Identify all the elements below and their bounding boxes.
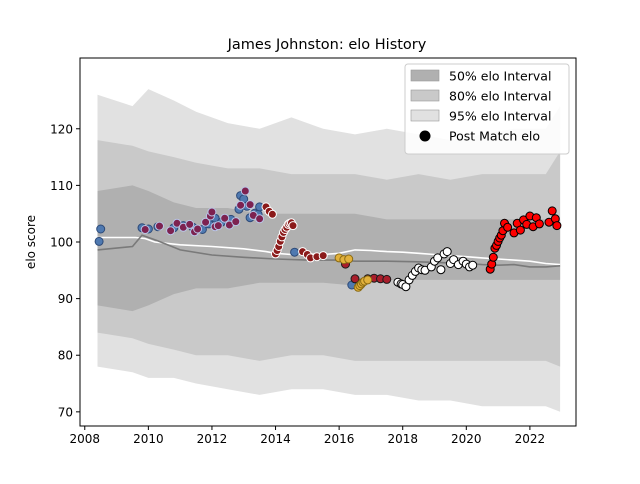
legend-swatch	[410, 89, 440, 102]
data-point	[220, 213, 230, 223]
x-tick-label: 2010	[133, 432, 164, 446]
legend-box	[404, 63, 570, 155]
data-point	[240, 186, 250, 196]
data-point	[231, 217, 241, 227]
y-tick-label: 110	[50, 179, 73, 193]
y-tick-label: 90	[58, 292, 73, 306]
data-point	[488, 252, 498, 262]
data-point	[255, 214, 265, 224]
data-point	[442, 247, 452, 257]
data-point	[96, 224, 106, 234]
x-tick-label: 2014	[260, 432, 291, 446]
y-tick-label: 70	[58, 405, 73, 419]
data-point	[552, 221, 562, 231]
data-point	[534, 219, 544, 229]
chart-title: James Johnston: elo History	[227, 37, 427, 53]
data-point	[185, 219, 195, 229]
data-point	[166, 226, 176, 236]
legend: 50% elo Interval 80% elo Interval 95% elo …	[404, 63, 570, 155]
y-axis-label: elo score	[24, 215, 38, 269]
y-tick-label: 120	[50, 122, 73, 136]
x-tick-label: 2020	[451, 432, 482, 446]
legend-label: Post Match elo	[449, 129, 540, 144]
x-tick-label: 2022	[515, 432, 546, 446]
data-point	[436, 265, 446, 275]
data-point	[213, 221, 223, 231]
data-point	[94, 236, 104, 246]
legend-label: 50% elo Interval	[449, 69, 551, 84]
data-point	[318, 251, 328, 261]
data-point	[503, 222, 513, 232]
data-point	[172, 218, 182, 228]
x-tick-label: 2012	[197, 432, 228, 446]
data-point	[468, 260, 478, 270]
data-point	[288, 221, 298, 231]
data-point	[267, 209, 277, 219]
x-tick-label: 2008	[69, 432, 100, 446]
trend-line-1	[97, 234, 561, 268]
data-point	[382, 274, 392, 284]
data-point	[236, 200, 246, 210]
data-point	[344, 254, 354, 264]
axis-ticks: 2008 2010 2012 2014 2016 2018 2020 2022 70 80 90 10…	[50, 122, 545, 446]
y-tick-label: 100	[50, 236, 73, 250]
legend-swatch	[410, 69, 440, 82]
x-tick-label: 2018	[387, 432, 418, 446]
data-point	[290, 247, 300, 257]
data-point	[363, 275, 373, 285]
data-point	[547, 206, 557, 216]
legend-label: 80% elo Interval	[449, 89, 551, 104]
data-point	[350, 274, 360, 284]
data-point	[433, 253, 443, 263]
plot-area	[94, 89, 562, 412]
legend-label: 95% elo Interval	[449, 109, 551, 124]
x-tick-label: 2016	[324, 432, 355, 446]
data-point	[515, 225, 525, 235]
data-point	[207, 207, 217, 217]
legend-swatch	[410, 109, 440, 122]
data-point	[245, 200, 255, 210]
data-point	[201, 217, 211, 227]
data-point	[193, 224, 203, 234]
data-point	[140, 225, 150, 234]
data-point	[155, 221, 164, 231]
y-tick-label: 80	[58, 349, 73, 363]
legend-marker	[419, 130, 431, 142]
